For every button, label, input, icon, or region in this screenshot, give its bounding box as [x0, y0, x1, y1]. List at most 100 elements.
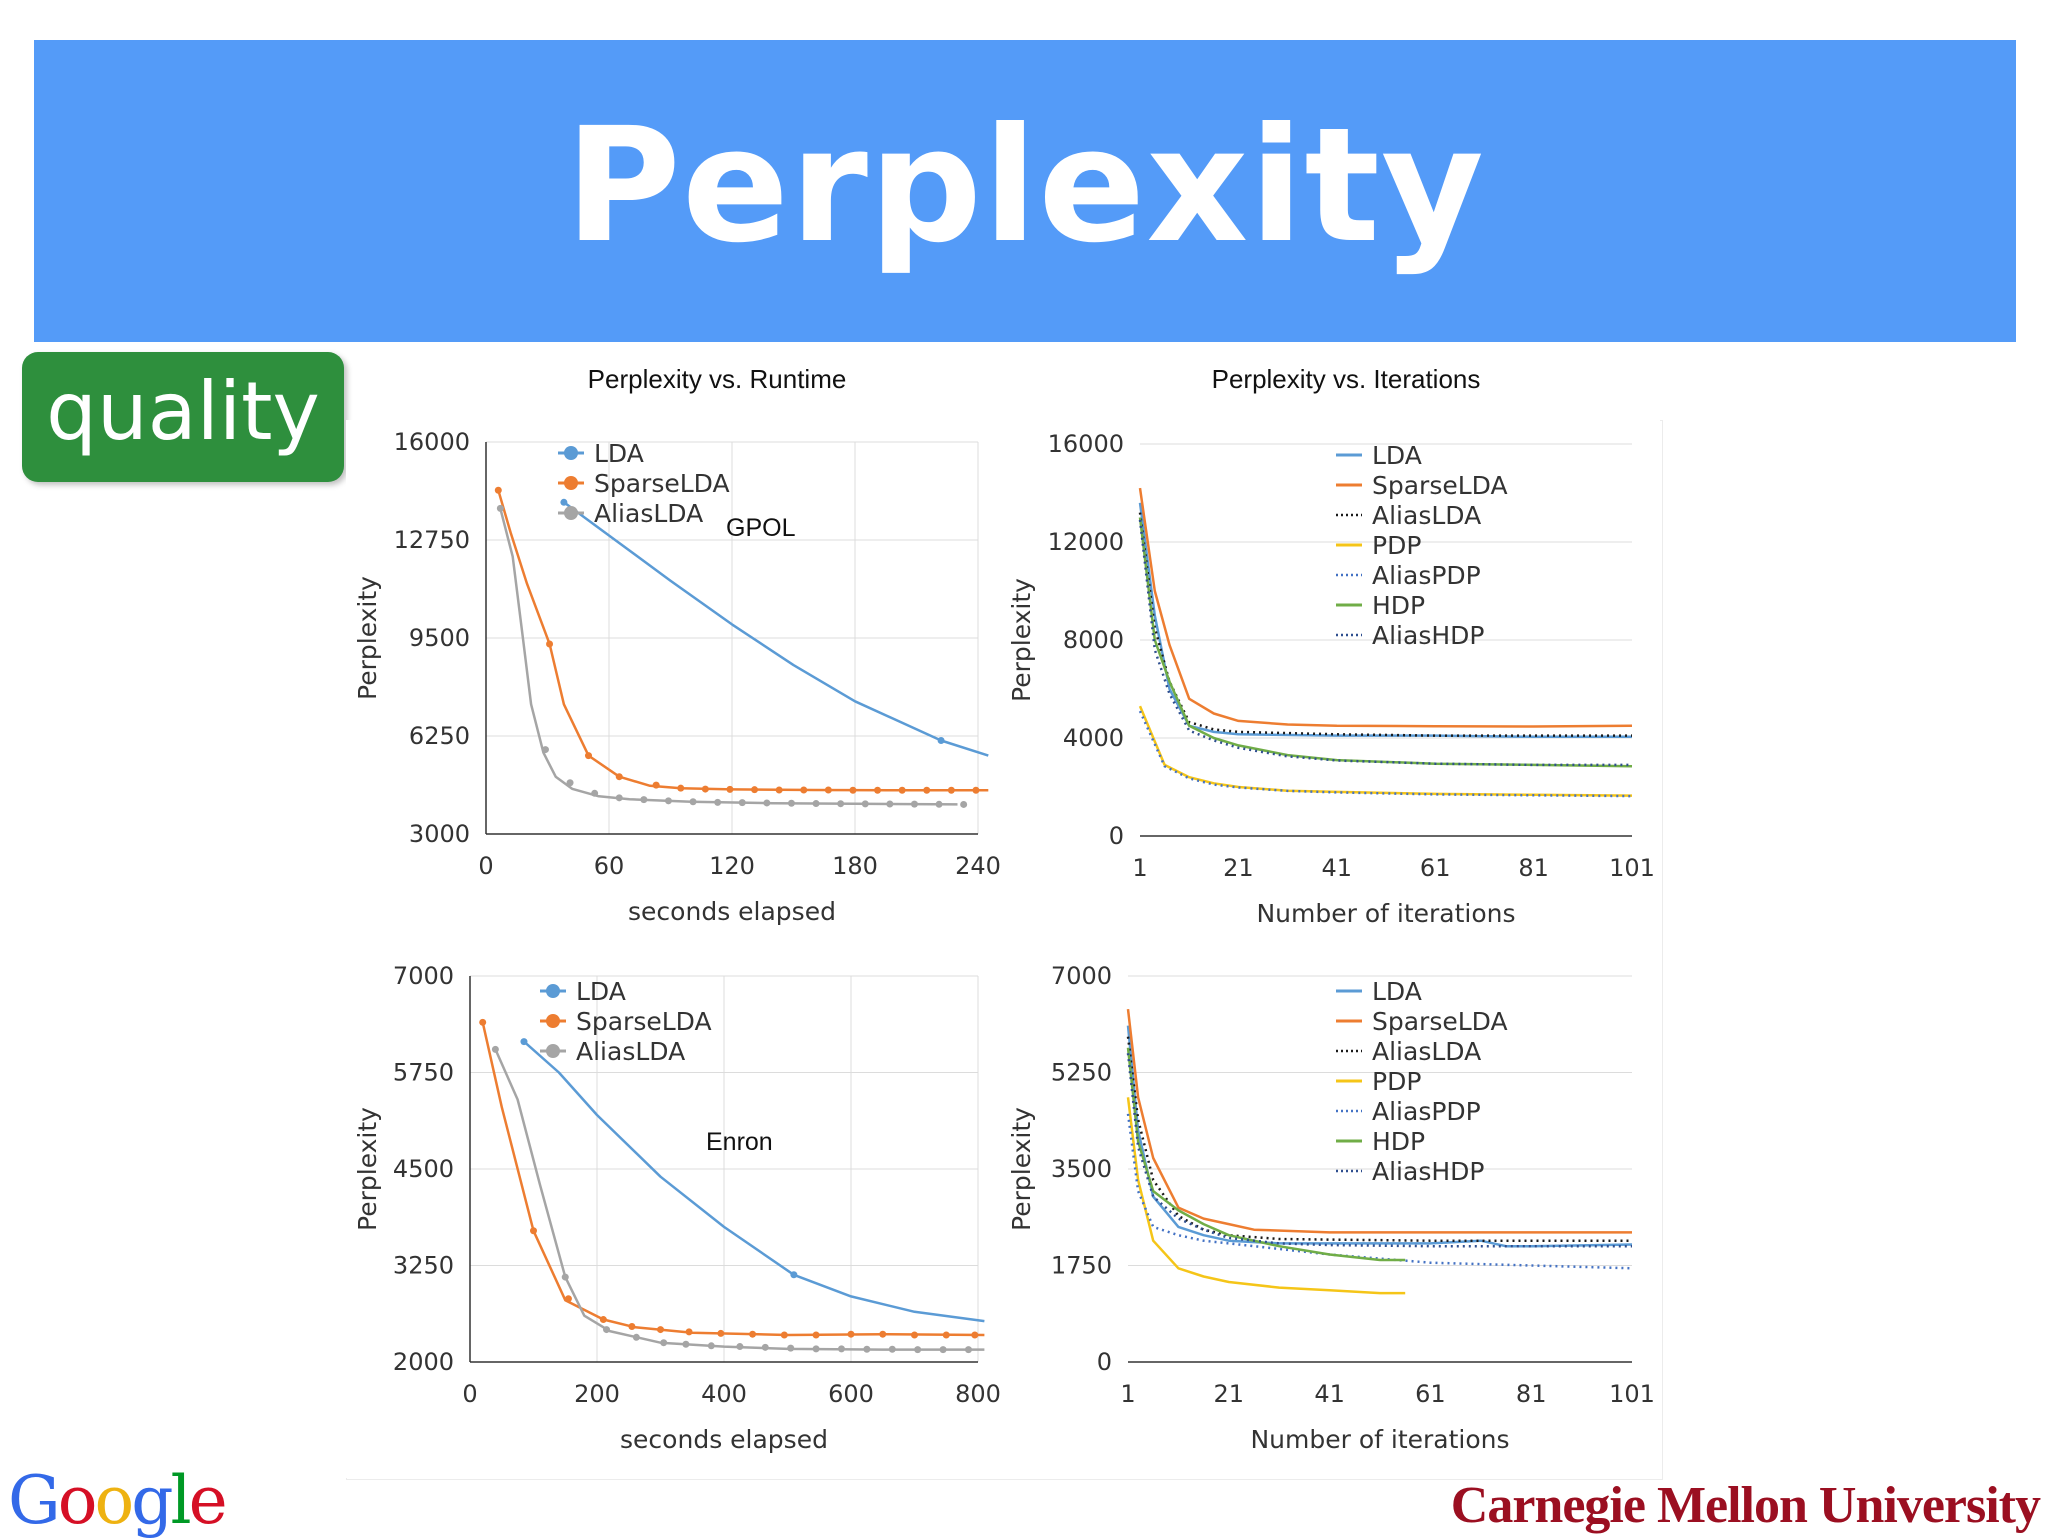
y-tick-label: 8000: [1063, 626, 1124, 654]
x-tick-label: 600: [828, 1380, 874, 1408]
data-point-sparselda: [911, 1331, 918, 1339]
y-tick-label: 16000: [394, 428, 470, 456]
y-tick-label: 7000: [393, 962, 454, 990]
legend-label: HDP: [1372, 1127, 1425, 1156]
google-logo-letter: e: [188, 1462, 228, 1539]
legend-label: PDP: [1372, 531, 1421, 560]
data-point-aliaslda: [812, 800, 820, 808]
title-bar: Perplexity: [34, 40, 2016, 342]
x-tick-label: 120: [709, 852, 755, 880]
x-tick-label: 60: [594, 852, 625, 880]
series-line-pdp: [1126, 1097, 1406, 1295]
data-point-aliaslda: [566, 779, 574, 787]
x-tick-label: 61: [1420, 854, 1451, 882]
data-point-sparselda: [546, 640, 554, 648]
iterations-column-title: Perplexity vs. Iterations: [1211, 364, 1481, 394]
data-point-aliaslda: [541, 746, 549, 754]
data-point-sparselda: [942, 1331, 950, 1339]
legend-label: AliasPDP: [1372, 561, 1481, 590]
series-line-hdp: [1138, 517, 1633, 768]
data-point-aliaslda: [787, 1344, 795, 1352]
data-point-sparselda: [972, 786, 980, 794]
chart-svg: 2000 3250 4500 5750 7000 0 200 400 600 800 seconds…: [353, 962, 1000, 1454]
legend-label: PDP: [1372, 1067, 1421, 1096]
x-axis-label: Number of iterations: [1250, 1425, 1509, 1454]
cmu-logo: Carnegie Mellon University: [1450, 1477, 2041, 1534]
y-tick-label: 5750: [393, 1059, 454, 1087]
data-point-aliaslda: [591, 789, 599, 797]
series-line-aliaslda: [494, 1048, 985, 1351]
x-tick-label: 1: [1132, 854, 1147, 882]
google-logo-letter: o: [94, 1462, 134, 1539]
data-point-aliaslda: [812, 1345, 820, 1353]
legend-label: SparseLDA: [1372, 1007, 1508, 1036]
series-line-aliashdp: [1138, 519, 1632, 767]
data-point-aliaslda: [861, 800, 869, 808]
data-point-sparselda: [751, 786, 759, 794]
y-tick-label: 4500: [393, 1155, 454, 1183]
series-line-aliaslda: [499, 507, 958, 806]
y-tick-label: 7000: [1051, 962, 1112, 990]
chart-svg: 0 1750 3500 5250 7000 1 21 41 61 81 101 Number of i…: [1007, 962, 1655, 1454]
y-tick-label: 5250: [1051, 1059, 1112, 1087]
data-point-aliaslda: [640, 796, 648, 804]
data-point-sparselda: [628, 1322, 636, 1330]
y-tick-label: 1750: [1051, 1252, 1112, 1280]
y-tick-label: 3500: [1051, 1155, 1112, 1183]
data-point-aliaslda: [689, 798, 697, 806]
series-line-lda: [563, 501, 989, 757]
legend-marker: [564, 506, 578, 520]
slide-title: Perplexity: [565, 94, 1485, 278]
series-line-lda: [1138, 502, 1632, 739]
quality-badge: quality: [22, 352, 344, 482]
x-tick-label: 0: [462, 1380, 477, 1408]
y-axis-label: Perplexity: [353, 576, 382, 700]
x-tick-label: 400: [701, 1380, 747, 1408]
data-point-aliaslda: [561, 1273, 569, 1281]
legend-label: AliasHDP: [1372, 621, 1484, 650]
data-point-aliaslda: [660, 1339, 668, 1347]
data-point-sparselda: [677, 784, 685, 792]
google-logo-letter: o: [57, 1462, 98, 1539]
legend-label: LDA: [1372, 441, 1422, 470]
x-tick-label: 41: [1322, 854, 1353, 882]
x-tick-label: 81: [1518, 854, 1549, 882]
data-point-sparselda: [971, 1331, 979, 1339]
data-point-lda: [520, 1038, 528, 1046]
legend-label: LDA: [1372, 977, 1422, 1006]
legend-marker: [564, 446, 578, 460]
legend-label: SparseLDA: [576, 1007, 712, 1036]
y-tick-label: 12750: [394, 526, 470, 554]
series-line-pdp: [1138, 705, 1633, 797]
data-point-sparselda: [800, 786, 808, 794]
data-point-aliaslda: [910, 800, 918, 808]
data-point-aliaslda: [682, 1340, 690, 1348]
dataset-annotation: GPOL: [726, 514, 796, 542]
data-point-aliaslda: [914, 1346, 922, 1354]
x-tick-label: 200: [574, 1380, 620, 1408]
legend-label: LDA: [594, 439, 644, 468]
data-point-sparselda: [775, 786, 783, 794]
data-point-sparselda: [947, 786, 955, 794]
legend-marker: [546, 984, 560, 998]
x-tick-label: 21: [1223, 854, 1254, 882]
data-point-aliaslda: [736, 1343, 744, 1351]
series-line-aliaspdp: [1126, 1113, 1633, 1270]
data-point-aliaslda: [964, 1346, 972, 1354]
x-tick-label: 800: [955, 1380, 1000, 1408]
x-tick-label: 180: [832, 852, 878, 880]
data-point-aliaslda: [837, 800, 845, 808]
series-line-aliaslda: [1138, 512, 1632, 737]
y-tick-label: 6250: [409, 722, 470, 750]
series-line-aliaspdp: [1138, 710, 1633, 798]
x-tick-label: 0: [478, 852, 493, 880]
x-tick-label: 240: [955, 852, 1000, 880]
legend-label: AliasLDA: [1372, 501, 1481, 530]
data-point-sparselda: [749, 1330, 757, 1338]
x-tick-label: 61: [1415, 1380, 1446, 1408]
legend-label: AliasLDA: [1372, 1037, 1481, 1066]
chart-enron-iterations: 0 1750 3500 5250 7000 1 21 41 61 81 101 Number of i…: [1000, 950, 1660, 1478]
y-axis-label: Perplexity: [353, 1107, 382, 1231]
y-tick-label: 3250: [393, 1252, 454, 1280]
data-point-aliaslda: [632, 1333, 640, 1341]
